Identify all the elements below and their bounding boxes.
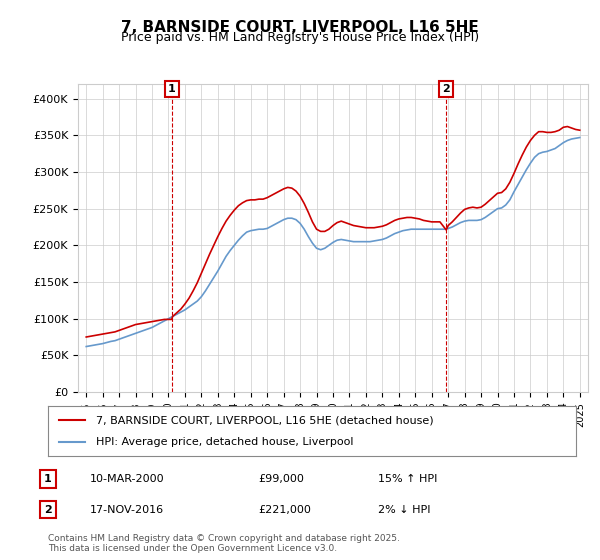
Text: 1: 1: [168, 84, 176, 94]
Text: £221,000: £221,000: [258, 505, 311, 515]
Text: HPI: Average price, detached house, Liverpool: HPI: Average price, detached house, Live…: [95, 437, 353, 447]
Text: 10-MAR-2000: 10-MAR-2000: [90, 474, 164, 484]
Text: £99,000: £99,000: [258, 474, 304, 484]
Text: 2% ↓ HPI: 2% ↓ HPI: [378, 505, 431, 515]
Text: Contains HM Land Registry data © Crown copyright and database right 2025.
This d: Contains HM Land Registry data © Crown c…: [48, 534, 400, 553]
Text: Price paid vs. HM Land Registry's House Price Index (HPI): Price paid vs. HM Land Registry's House …: [121, 31, 479, 44]
Text: 2: 2: [442, 84, 450, 94]
Text: 7, BARNSIDE COURT, LIVERPOOL, L16 5HE (detached house): 7, BARNSIDE COURT, LIVERPOOL, L16 5HE (d…: [95, 415, 433, 425]
Text: 7, BARNSIDE COURT, LIVERPOOL, L16 5HE: 7, BARNSIDE COURT, LIVERPOOL, L16 5HE: [121, 20, 479, 35]
Text: 15% ↑ HPI: 15% ↑ HPI: [378, 474, 437, 484]
Text: 2: 2: [44, 505, 52, 515]
Text: 17-NOV-2016: 17-NOV-2016: [90, 505, 164, 515]
Text: 1: 1: [44, 474, 52, 484]
